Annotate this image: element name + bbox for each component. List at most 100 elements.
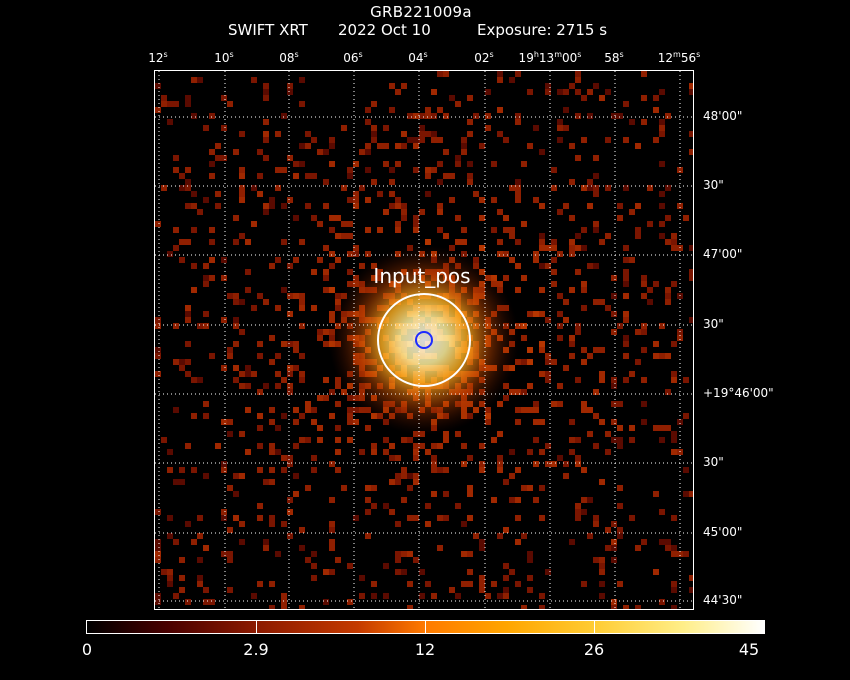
noise-pixel (203, 545, 209, 551)
noise-pixel (647, 185, 653, 191)
ra-tick-label: 19h13m00s (518, 50, 582, 65)
noise-pixel (269, 521, 275, 527)
noise-pixel (527, 383, 533, 389)
noise-pixel (233, 299, 239, 305)
noise-pixel (389, 167, 395, 173)
noise-pixel (275, 383, 281, 389)
noise-pixel (389, 203, 395, 209)
noise-pixel (329, 497, 335, 503)
image-title: GRB221009a (370, 3, 472, 21)
noise-pixel (515, 419, 521, 425)
noise-pixel (575, 437, 581, 443)
noise-pixel (683, 377, 689, 383)
xray-image-frame: Input_pos (154, 70, 694, 610)
noise-pixel (323, 341, 329, 347)
noise-pixel (371, 137, 377, 143)
noise-pixel (359, 449, 365, 455)
noise-pixel (365, 107, 371, 113)
noise-pixel (587, 353, 593, 359)
noise-pixel (455, 161, 461, 167)
input-pos-circle (415, 331, 433, 349)
noise-pixel (521, 389, 527, 395)
noise-pixel (419, 593, 425, 599)
ra-tick-label: 08s (279, 50, 299, 65)
noise-pixel (557, 209, 563, 215)
noise-pixel (515, 179, 521, 185)
noise-pixel (191, 113, 197, 119)
noise-pixel (593, 389, 599, 395)
noise-pixel (179, 587, 185, 593)
noise-pixel (575, 71, 581, 77)
noise-pixel (623, 293, 629, 299)
noise-pixel (671, 281, 677, 287)
noise-pixel (419, 131, 425, 137)
noise-pixel (425, 113, 431, 119)
noise-pixel (413, 557, 419, 563)
noise-pixel (293, 473, 299, 479)
noise-pixel (599, 563, 605, 569)
noise-pixel (635, 203, 641, 209)
noise-pixel (479, 197, 485, 203)
noise-pixel (425, 581, 431, 587)
noise-pixel (611, 599, 617, 605)
ra-tick-label: 10s (214, 50, 234, 65)
noise-pixel (191, 191, 197, 197)
noise-pixel (269, 449, 275, 455)
noise-pixel (293, 257, 299, 263)
noise-pixel (239, 185, 245, 191)
noise-pixel (467, 119, 473, 125)
noise-pixel (227, 419, 233, 425)
noise-pixel (419, 137, 425, 143)
noise-pixel (575, 323, 581, 329)
noise-pixel (161, 437, 167, 443)
noise-pixel (581, 185, 587, 191)
noise-pixel (515, 497, 521, 503)
noise-pixel (407, 137, 413, 143)
noise-pixel (587, 185, 593, 191)
noise-pixel (515, 71, 521, 77)
noise-pixel (227, 587, 233, 593)
noise-pixel (611, 521, 617, 527)
noise-pixel (341, 485, 347, 491)
noise-pixel (179, 479, 185, 485)
noise-pixel (299, 413, 305, 419)
noise-pixel (593, 557, 599, 563)
noise-pixel (467, 569, 473, 575)
noise-pixel (617, 437, 623, 443)
noise-pixel (413, 455, 419, 461)
noise-pixel (689, 275, 693, 281)
noise-pixel (407, 437, 413, 443)
noise-pixel (317, 335, 323, 341)
noise-pixel (479, 539, 485, 545)
noise-pixel (287, 389, 293, 395)
noise-pixel (155, 545, 161, 551)
noise-pixel (497, 209, 503, 215)
noise-pixel (155, 221, 161, 227)
noise-pixel (401, 203, 407, 209)
noise-pixel (335, 383, 341, 389)
noise-pixel (299, 101, 305, 107)
noise-pixel (581, 407, 587, 413)
noise-pixel (593, 413, 599, 419)
noise-pixel (593, 227, 599, 233)
noise-pixel (593, 155, 599, 161)
noise-pixel (197, 515, 203, 521)
noise-pixel (437, 137, 443, 143)
noise-pixel (611, 539, 617, 545)
noise-pixel (257, 293, 263, 299)
noise-pixel (425, 239, 431, 245)
noise-pixel (401, 473, 407, 479)
noise-pixel (641, 401, 647, 407)
noise-pixel (665, 389, 671, 395)
noise-pixel (203, 587, 209, 593)
noise-pixel (539, 263, 545, 269)
noise-pixel (179, 575, 185, 581)
noise-pixel (605, 449, 611, 455)
noise-pixel (521, 485, 527, 491)
noise-pixel (215, 443, 221, 449)
noise-pixel (263, 83, 269, 89)
noise-pixel (287, 455, 293, 461)
noise-pixel (575, 77, 581, 83)
noise-pixel (539, 485, 545, 491)
noise-pixel (467, 455, 473, 461)
